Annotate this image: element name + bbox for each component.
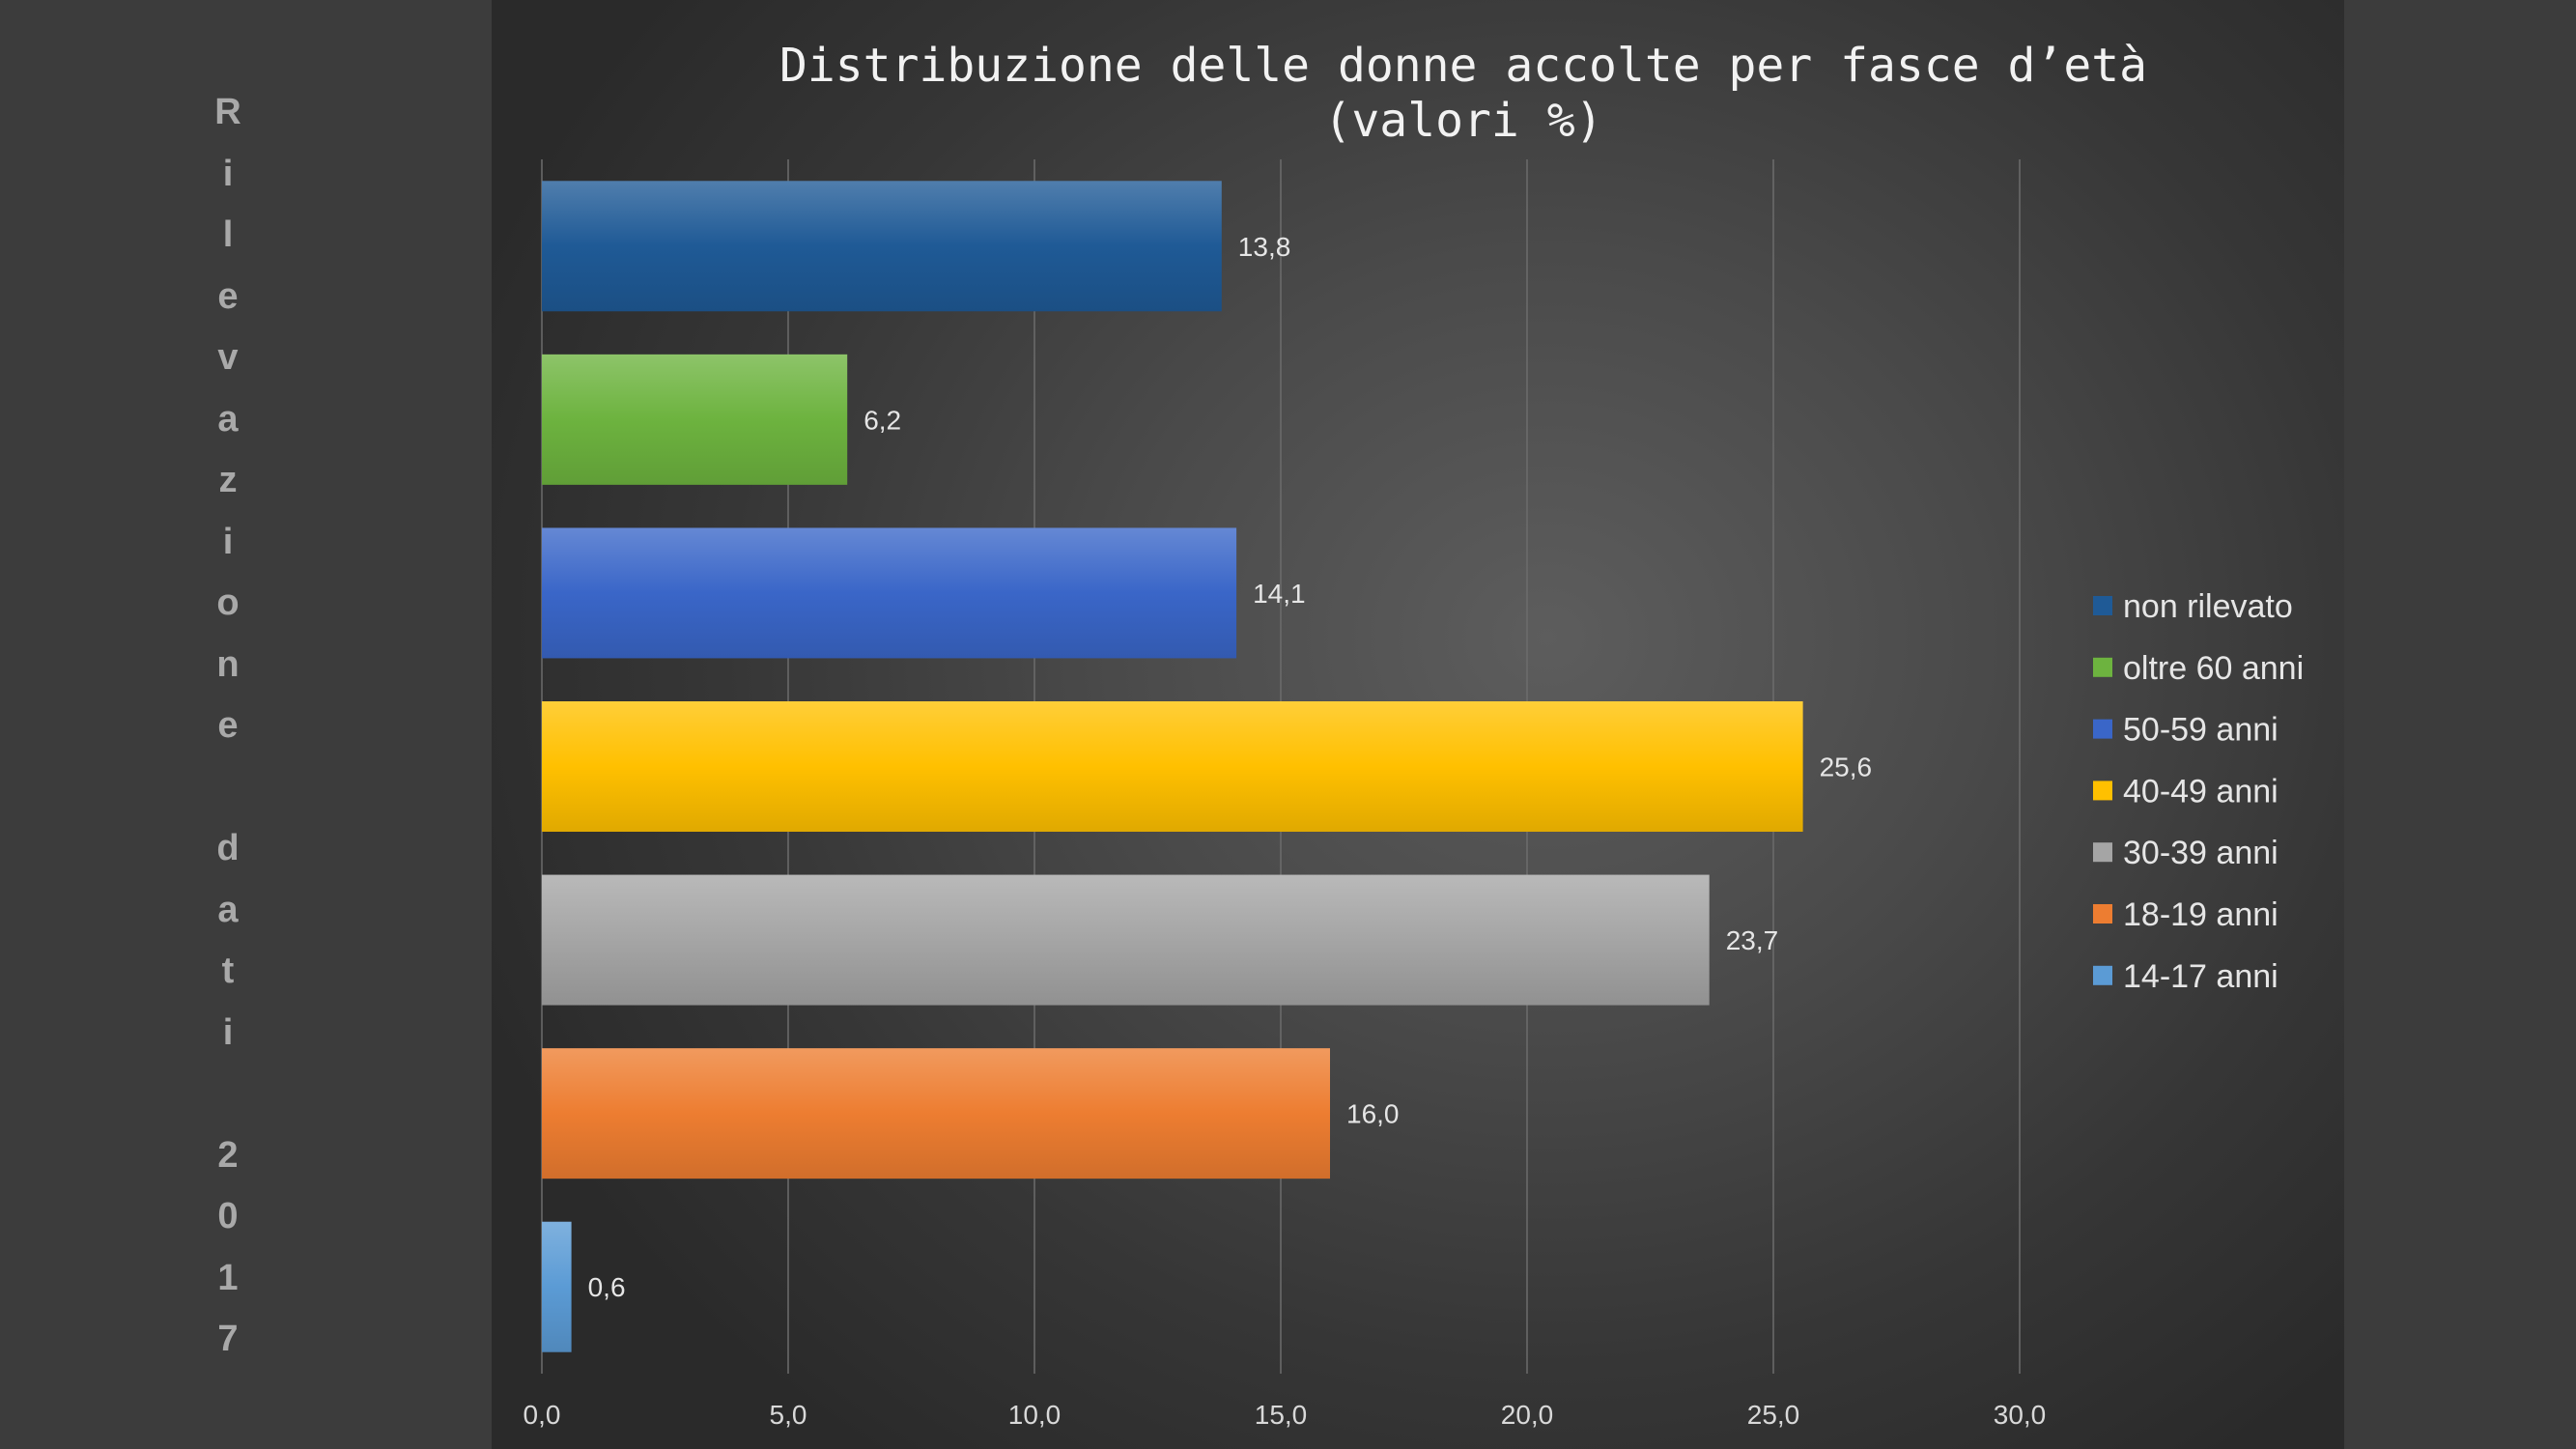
x-tick-label: 30,0 [1994, 1400, 2047, 1430]
caption-letter: 0 [217, 1196, 239, 1236]
legend-swatch [2093, 657, 2112, 677]
legend-label: non rilevato [2123, 588, 2293, 625]
legend-label: 50-59 anni [2123, 712, 2279, 749]
caption-letter: o [216, 582, 240, 623]
x-axis-ticks: 0,0 5,0 10,0 15,0 20,0 25,0 30,0 [524, 1400, 2047, 1430]
data-label: 25,6 [1820, 753, 1873, 782]
legend-swatch [2093, 842, 2112, 863]
bar-50-59-anni [542, 527, 1237, 659]
x-tick-label: 5,0 [770, 1400, 807, 1430]
bar-14-17-anni [542, 1221, 572, 1352]
caption-letter [223, 1064, 234, 1125]
x-tick-label: 25,0 [1747, 1400, 1800, 1430]
caption-letter: e [217, 705, 239, 746]
caption-letter: 2 [217, 1134, 239, 1176]
legend-label: 30-39 anni [2123, 835, 2279, 871]
caption-letter: n [216, 643, 240, 685]
chart-title-line-1: Distribuzione delle donne accolte per fa… [779, 39, 2147, 93]
caption-letter: i [222, 521, 234, 562]
caption-letter: a [217, 889, 239, 930]
data-label: 14,1 [1253, 579, 1306, 609]
caption-letter: 7 [217, 1319, 239, 1359]
caption-letter: e [217, 275, 239, 317]
bar-30-39-anni [542, 874, 1710, 1006]
caption-letter [223, 757, 234, 819]
data-label: 6,2 [863, 405, 901, 435]
legend-label: 40-49 anni [2123, 773, 2279, 810]
data-label: 13,8 [1238, 232, 1291, 262]
caption-letter: a [217, 398, 239, 440]
bar-chart: Distribuzione delle donne accolte per fa… [524, 39, 2305, 1430]
legend-label: oltre 60 anni [2123, 650, 2304, 687]
x-tick-label: 0,0 [524, 1400, 561, 1430]
caption-letter: z [218, 460, 238, 500]
bar-18-19-anni [542, 1048, 1330, 1179]
bar-40-49-anni [542, 701, 1803, 832]
chart-title-line-2: (valori %) [1324, 94, 1603, 148]
right-panel [2344, 0, 2576, 1449]
legend-swatch [2093, 719, 2112, 739]
legend-swatch [2093, 904, 2112, 923]
caption-letter: 1 [217, 1257, 239, 1298]
data-label: 16,0 [1346, 1099, 1400, 1129]
caption-letter: v [217, 337, 239, 378]
caption-letter: R [214, 92, 241, 132]
legend-label: 14-17 anni [2123, 958, 2279, 995]
bars [542, 181, 1803, 1352]
chart-panel: Distribuzione delle donne accolte per fa… [492, 0, 2344, 1449]
legend-swatch [2093, 781, 2112, 801]
legend-label: 18-19 anni [2123, 896, 2279, 933]
legend: non rilevato oltre 60 anni 50-59 anni 40-49… [2093, 588, 2304, 995]
legend-swatch [2093, 965, 2112, 985]
data-label: 0,6 [588, 1272, 626, 1302]
data-labels: 13,8 6,2 14,1 25,6 23,7 16,0 0,6 [588, 232, 1873, 1302]
legend-swatch [2093, 596, 2112, 615]
bar-oltre-60-anni [542, 354, 848, 485]
caption-letter: i [222, 1011, 234, 1053]
x-tick-label: 20,0 [1501, 1400, 1554, 1430]
caption-letter: i [222, 153, 234, 194]
bar-non-rilevato [542, 181, 1222, 312]
caption-letter: t [221, 951, 235, 991]
data-label: 23,7 [1726, 925, 1779, 955]
x-tick-label: 15,0 [1255, 1400, 1308, 1430]
caption-letter: d [216, 828, 240, 868]
x-tick-label: 10,0 [1008, 1400, 1062, 1430]
caption-letter: l [222, 214, 234, 255]
